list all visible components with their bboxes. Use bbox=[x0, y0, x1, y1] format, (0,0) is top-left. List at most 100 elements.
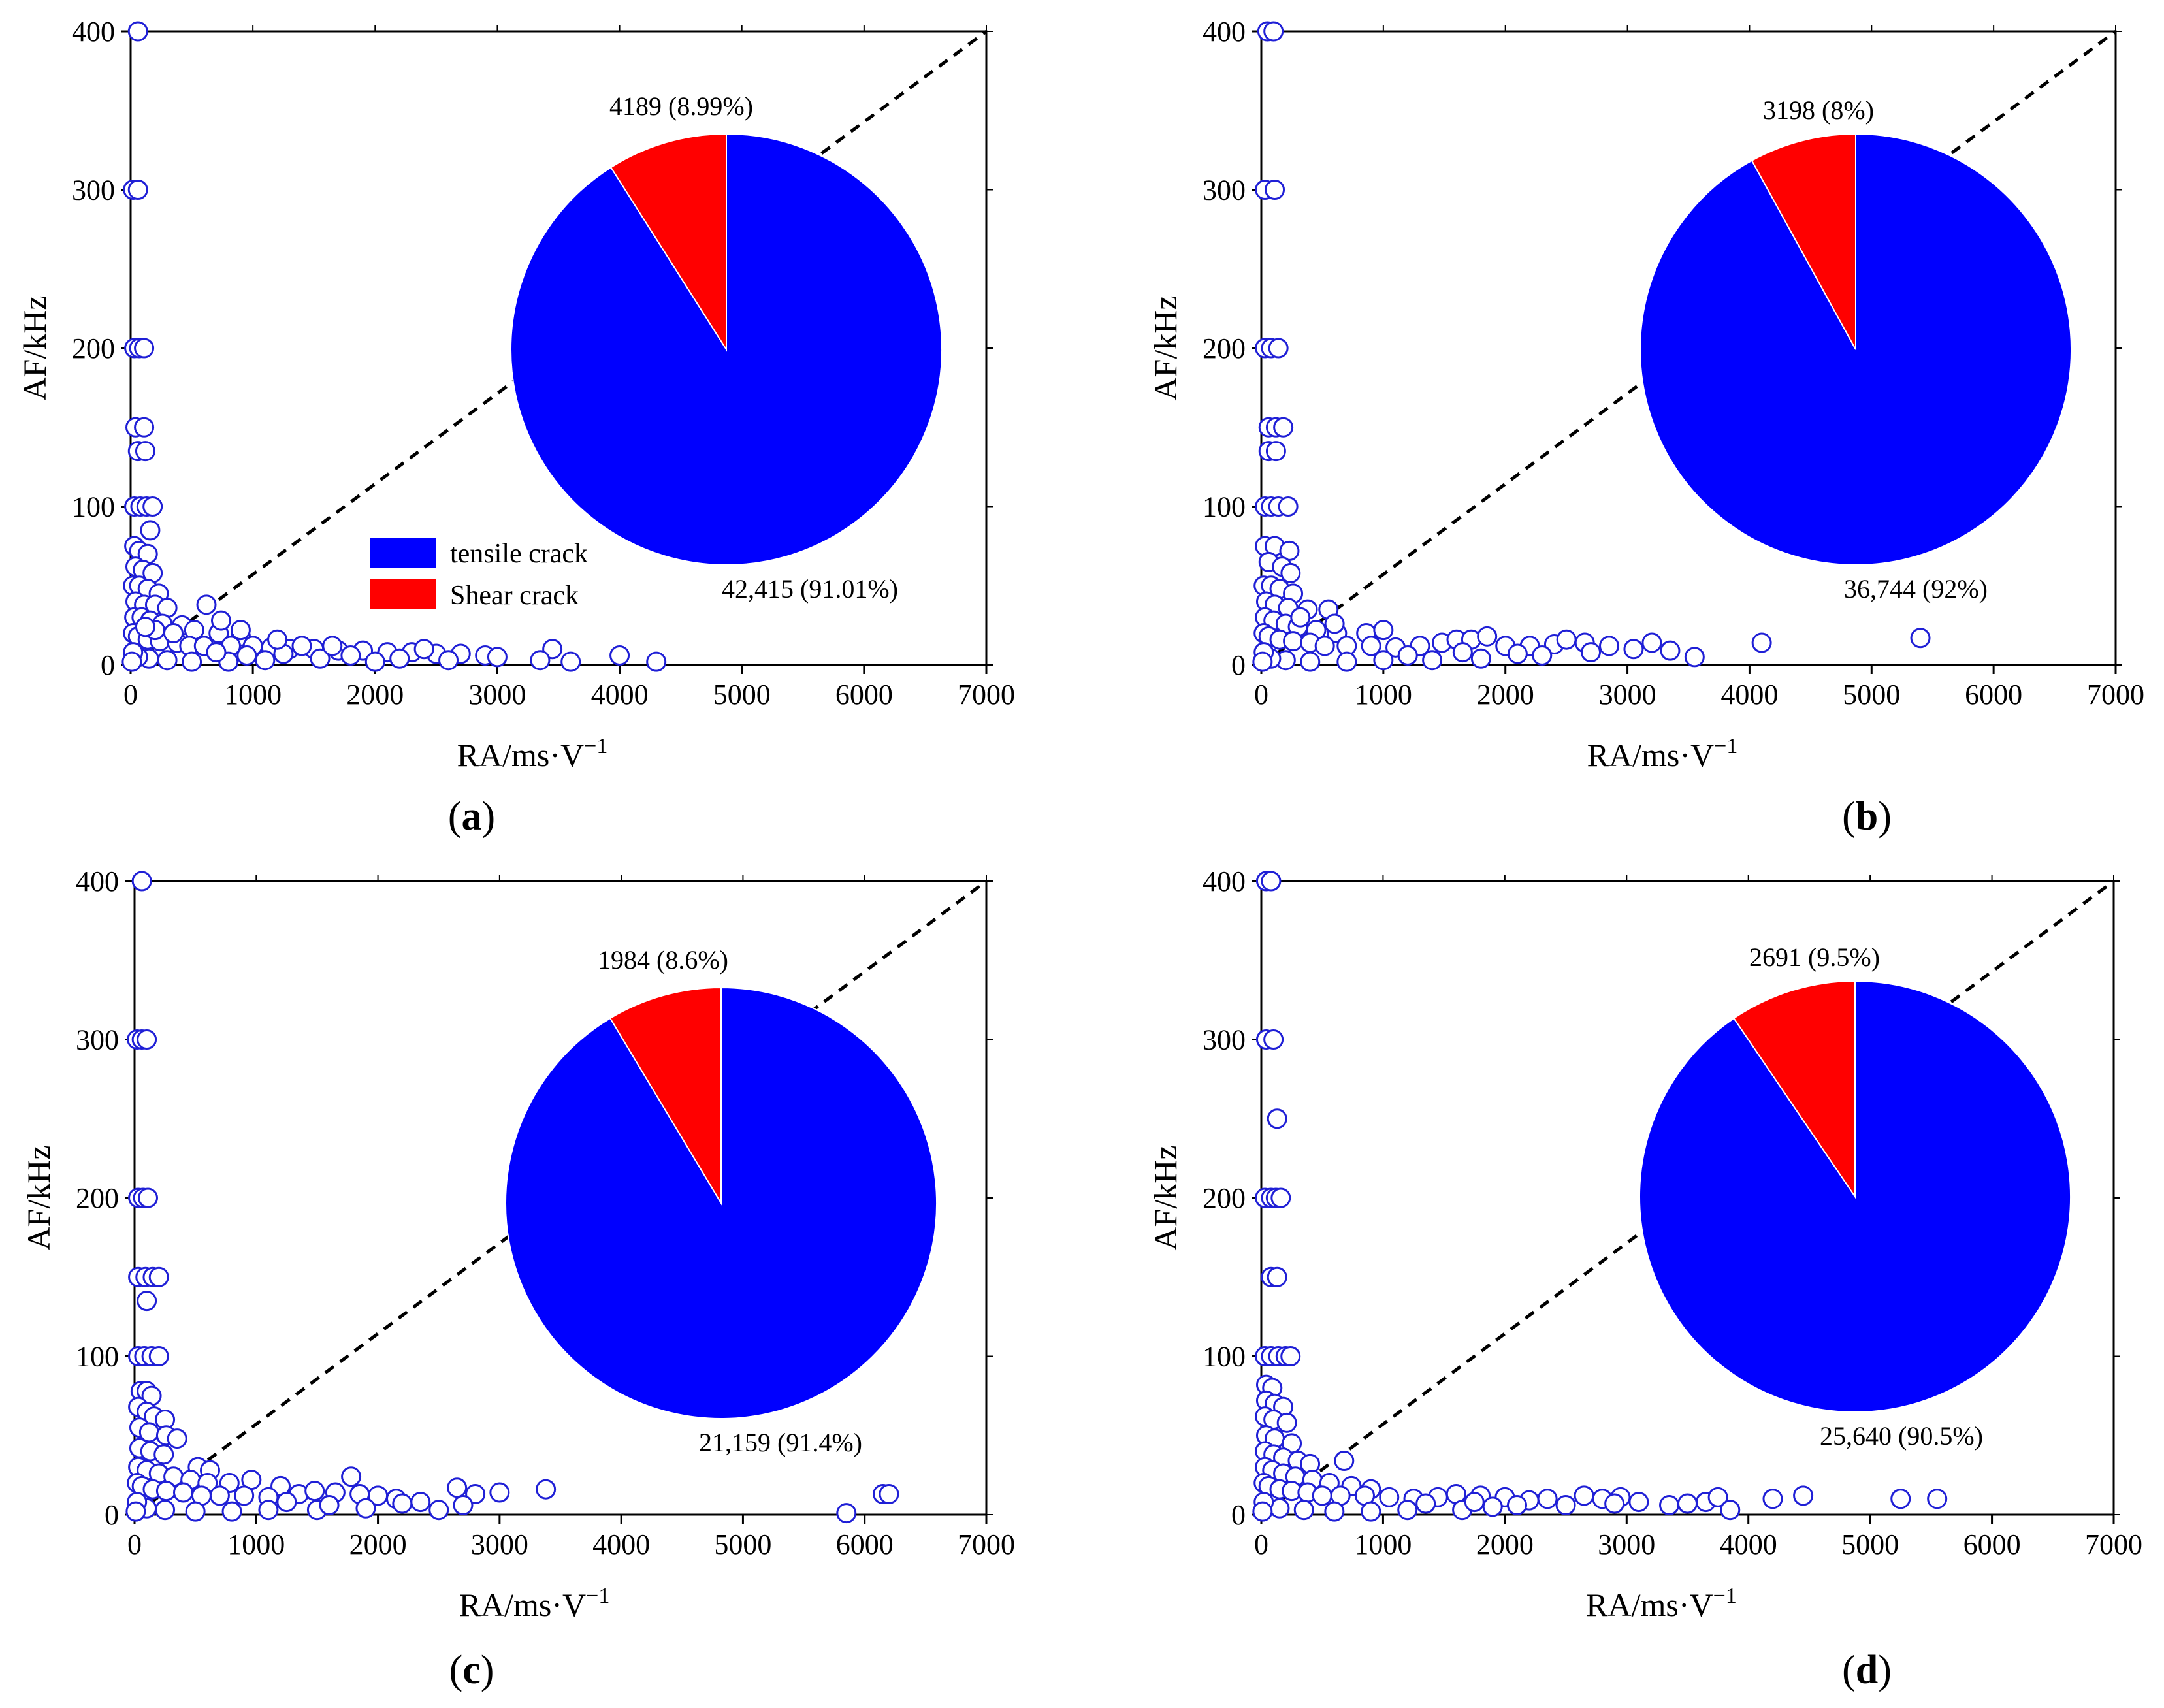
x-tick-label: 1000 bbox=[227, 1528, 285, 1560]
scatter-point bbox=[148, 1346, 169, 1366]
legend-label: Shear crack bbox=[450, 581, 579, 611]
scatter-point bbox=[1507, 643, 1528, 664]
y-tick-label: 200 bbox=[1203, 1182, 1246, 1214]
scatter-point bbox=[134, 338, 155, 359]
y-axis-title: AF/kHz bbox=[1147, 1145, 1184, 1250]
scatter-point bbox=[609, 645, 630, 666]
x-tick-label: 6000 bbox=[1965, 679, 2022, 711]
scatter-point bbox=[1261, 871, 1282, 892]
scatter-point bbox=[1336, 651, 1357, 672]
scatter-point bbox=[267, 629, 288, 650]
scatter-point bbox=[137, 1187, 158, 1208]
scatter-point bbox=[1422, 650, 1443, 671]
panel-caption: (b) bbox=[1842, 794, 1892, 839]
scatter-point bbox=[340, 645, 361, 666]
scatter-point bbox=[322, 636, 343, 656]
scatter-point bbox=[1252, 1501, 1273, 1522]
chart-panel-b: 0 1000 2000 3000 4000 5000 6000 7000 0 100 200 300 4… bbox=[1082, 0, 2163, 854]
legend-swatch bbox=[370, 538, 436, 568]
scatter-point bbox=[319, 1494, 340, 1515]
scatter-point bbox=[182, 651, 202, 672]
scatter-point bbox=[1324, 613, 1345, 634]
scatter-point bbox=[1265, 180, 1285, 200]
scatter-point bbox=[341, 1466, 362, 1487]
scatter-point bbox=[1470, 648, 1491, 669]
y-tick-label: 0 bbox=[101, 649, 115, 681]
scatter-point bbox=[1482, 1496, 1503, 1517]
y-tick-label: 300 bbox=[1203, 1024, 1246, 1056]
scatter-point bbox=[410, 1492, 431, 1513]
y-tick-label: 200 bbox=[72, 332, 115, 364]
scatter-point bbox=[1762, 1489, 1783, 1509]
scatter-point bbox=[364, 651, 385, 672]
scatter-point bbox=[1641, 632, 1662, 653]
x-tick-label: 7000 bbox=[2087, 679, 2144, 711]
legend-swatch bbox=[370, 579, 436, 609]
scatter-point bbox=[1373, 650, 1394, 671]
scatter-point bbox=[140, 520, 161, 541]
pie-label-tensile-crack: 21,159 (91.4%) bbox=[699, 1428, 862, 1457]
scatter-point bbox=[392, 1493, 413, 1514]
scatter-point bbox=[1720, 1500, 1741, 1521]
x-axis-title: RA/ms·V−1 bbox=[459, 1584, 610, 1623]
scatter-point bbox=[1361, 1501, 1381, 1522]
scatter-point bbox=[1290, 607, 1311, 628]
y-tick-label: 100 bbox=[76, 1341, 119, 1373]
x-tick-label: 3000 bbox=[1598, 1528, 1655, 1560]
x-tick-label: 0 bbox=[123, 679, 138, 711]
pie-label-tensile-crack: 42,415 (91.01%) bbox=[722, 574, 898, 604]
x-tick-label: 7000 bbox=[958, 1528, 1015, 1560]
x-tick-label: 2000 bbox=[346, 679, 404, 711]
scatter-point bbox=[137, 1291, 157, 1312]
x-tick-label: 7000 bbox=[2085, 1528, 2142, 1560]
x-tick-label: 0 bbox=[1254, 1528, 1268, 1560]
chart-svg-a: 0 1000 2000 3000 4000 5000 6000 7000 0 100 200 300 4… bbox=[16, 16, 1015, 839]
x-tick-label: 5000 bbox=[714, 1528, 771, 1560]
x-tick-label: 3000 bbox=[1599, 679, 1656, 711]
scatter-point bbox=[1660, 640, 1681, 661]
pie-label-shear-crack: 4189 (8.99%) bbox=[609, 91, 753, 121]
y-tick-label: 400 bbox=[1203, 865, 1246, 897]
scatter-point bbox=[127, 21, 148, 42]
scatter-point bbox=[1265, 441, 1286, 462]
scatter-point bbox=[142, 496, 163, 517]
scatter-point bbox=[167, 1428, 187, 1449]
scatter-point bbox=[1263, 1029, 1284, 1050]
scatter-point bbox=[1300, 651, 1321, 672]
x-tick-label: 5000 bbox=[1843, 679, 1900, 711]
scatter-point bbox=[310, 648, 331, 669]
x-tick-label: 1000 bbox=[224, 679, 282, 711]
x-tick-label: 4000 bbox=[1720, 1528, 1777, 1560]
x-tick-label: 4000 bbox=[1720, 679, 1778, 711]
scatter-point bbox=[1623, 639, 1644, 660]
y-tick-label: 200 bbox=[1203, 332, 1246, 364]
scatter-point bbox=[210, 610, 231, 631]
x-tick-label: 0 bbox=[1254, 679, 1268, 711]
x-tick-label: 3000 bbox=[468, 679, 526, 711]
x-tick-label: 7000 bbox=[958, 679, 1015, 711]
scatter-point bbox=[1361, 636, 1381, 656]
scatter-point bbox=[1280, 562, 1301, 583]
scatter-point bbox=[173, 1482, 194, 1503]
pie-slice-shear-crack bbox=[1751, 133, 1856, 350]
scatter-series bbox=[121, 21, 667, 672]
scatter-point bbox=[1628, 1492, 1649, 1513]
scatter-point bbox=[209, 1485, 230, 1506]
panel-caption: (a) bbox=[448, 794, 495, 839]
x-tick-label: 1000 bbox=[1354, 1528, 1412, 1560]
scatter-point bbox=[135, 617, 155, 637]
y-tick-label: 0 bbox=[1231, 1499, 1246, 1531]
scatter-point bbox=[1267, 1108, 1287, 1129]
scatter-point bbox=[1397, 645, 1418, 666]
y-tick-label: 400 bbox=[72, 16, 115, 48]
scatter-point bbox=[1555, 1494, 1576, 1515]
pie-label-shear-crack: 3198 (8%) bbox=[1763, 95, 1874, 125]
y-tick-label: 300 bbox=[1203, 174, 1246, 206]
scatter-point bbox=[1252, 651, 1273, 672]
pie-label-tensile-crack: 25,640 (90.5%) bbox=[1820, 1421, 1983, 1451]
scatter-point bbox=[131, 871, 152, 892]
chart-svg-d: 0 1000 2000 3000 4000 5000 6000 7000 0 100 200 300 4… bbox=[1147, 865, 2142, 1692]
scatter-point bbox=[1910, 628, 1931, 649]
scatter-point bbox=[1507, 1494, 1527, 1515]
scatter-point bbox=[1464, 1492, 1485, 1513]
